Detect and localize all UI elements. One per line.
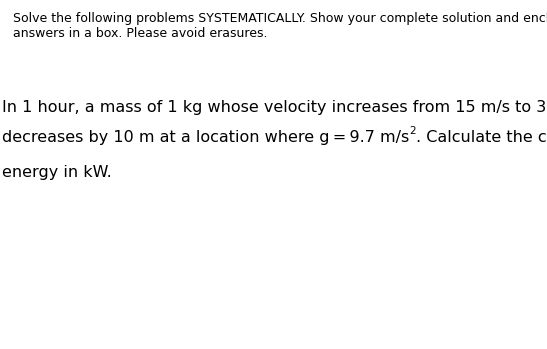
Text: decreases by 10 m at a location where g = 9.7 m/s: decreases by 10 m at a location where g … — [2, 130, 409, 145]
Text: . Calculate the change in potential and kinetic: . Calculate the change in potential and … — [416, 130, 547, 145]
Text: 2: 2 — [409, 126, 416, 136]
Text: In 1 hour, a mass of 1 kg whose velocity increases from 15 m/s to 30 m/s while i: In 1 hour, a mass of 1 kg whose velocity… — [2, 100, 547, 115]
Text: Solve the following problems SYSTEMATICALLY. Show your complete solution and enc: Solve the following problems SYSTEMATICA… — [5, 12, 547, 25]
Text: answers in a box. Please avoid erasures.: answers in a box. Please avoid erasures. — [5, 27, 267, 40]
Text: energy in kW.: energy in kW. — [2, 165, 112, 180]
